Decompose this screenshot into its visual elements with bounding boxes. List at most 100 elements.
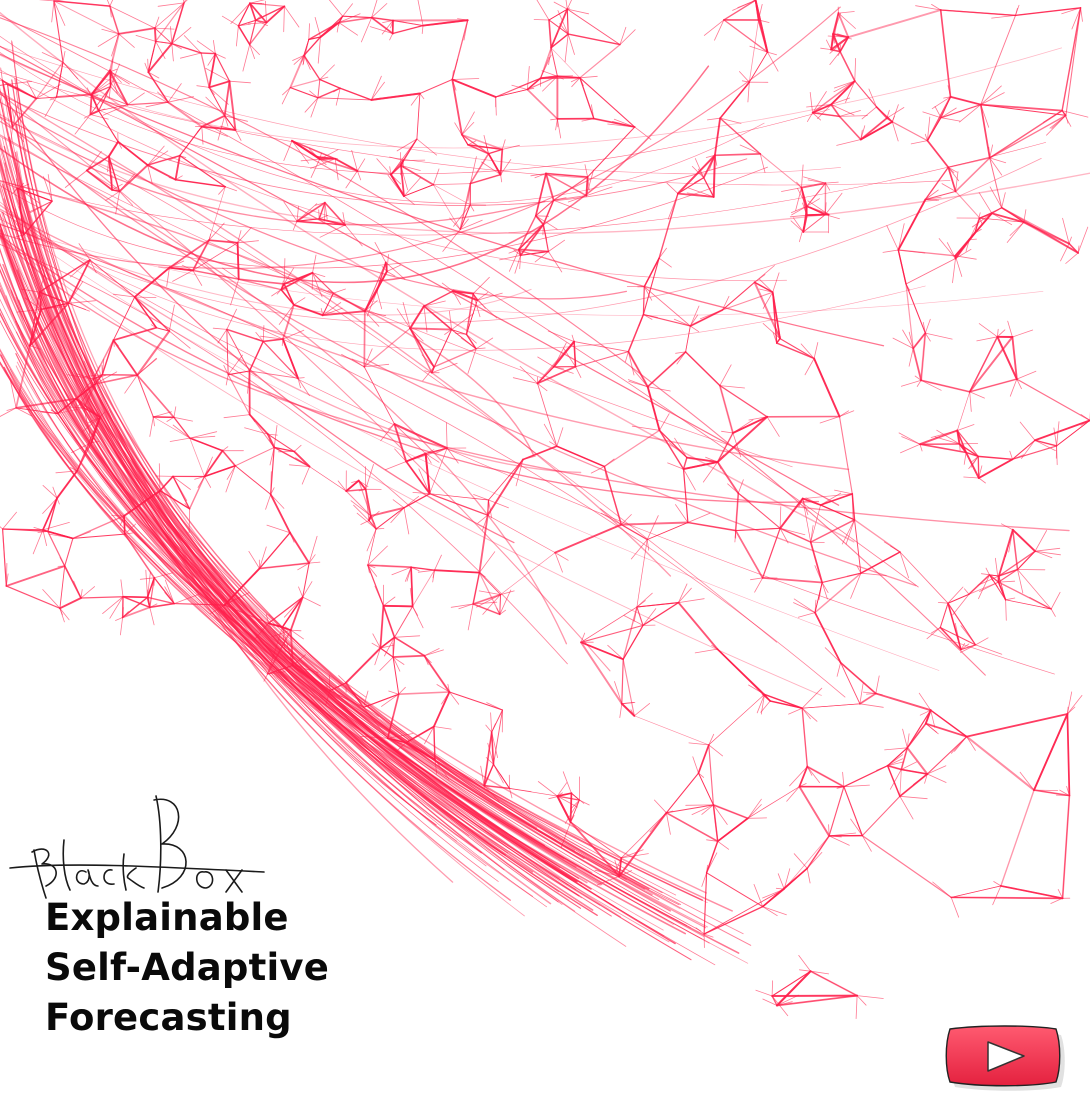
web-strand [147, 150, 169, 166]
web-strand [371, 3, 388, 19]
web-strand [363, 327, 411, 368]
web-strand [55, 93, 93, 99]
play-icon[interactable] [942, 1022, 1066, 1092]
web-strand [939, 627, 962, 651]
web-strand [366, 528, 377, 552]
web-strand [701, 804, 714, 815]
web-strand [382, 605, 395, 638]
web-strand [955, 248, 972, 259]
web-strand [154, 16, 160, 29]
web-strand [925, 199, 940, 201]
web-strand [425, 453, 440, 463]
web-strand [536, 365, 577, 385]
web-strand [850, 572, 862, 599]
web-strand [289, 87, 319, 99]
web-strand [978, 574, 990, 600]
web-strand [793, 602, 816, 613]
web-strand [465, 292, 474, 336]
web-strand [381, 20, 394, 35]
web-strand [620, 702, 636, 717]
web-strand [977, 455, 1014, 461]
web-strand [397, 691, 451, 695]
web-strand [989, 186, 1003, 209]
web-strand [706, 840, 719, 874]
web-strand [461, 134, 469, 146]
web-strand [691, 804, 714, 815]
web-strand [861, 106, 877, 120]
web-strand [845, 519, 855, 545]
web-strand [998, 568, 1019, 577]
web-strand [965, 452, 979, 457]
web-strand [312, 272, 326, 278]
web-strand [254, 5, 286, 21]
web-strand [1012, 529, 1036, 552]
web-strand [258, 532, 291, 570]
web-strand [829, 51, 841, 65]
web-strand [840, 662, 877, 695]
web-strand [804, 358, 815, 376]
web-strand [566, 8, 621, 46]
web-strand [166, 416, 175, 422]
web-strand [537, 356, 555, 368]
web-strand [409, 327, 433, 374]
web-strand [806, 852, 823, 869]
web-strand [522, 445, 558, 461]
web-strand [749, 45, 768, 53]
web-strand [533, 19, 550, 21]
web-strand [309, 90, 319, 99]
web-strand [806, 104, 832, 108]
web-strand [965, 735, 1035, 792]
web-strand [687, 522, 737, 531]
web-strand [807, 179, 826, 184]
web-strand [862, 691, 877, 694]
web-strand [478, 551, 496, 573]
web-strand [400, 164, 405, 197]
web-strand [55, 470, 78, 474]
web-strand [1065, 7, 1082, 116]
web-strand [486, 702, 503, 711]
web-strand [802, 214, 826, 233]
web-strand [12, 255, 681, 910]
web-strand [550, 33, 569, 49]
web-strand [488, 459, 524, 501]
web-strand [856, 821, 863, 836]
web-strand [989, 574, 998, 588]
web-strand [834, 489, 853, 495]
web-strand [370, 515, 376, 525]
web-strand [754, 274, 766, 283]
web-strand [226, 308, 238, 330]
web-strand [777, 873, 785, 890]
web-strand [557, 118, 562, 139]
web-strand [0, 142, 1047, 236]
web-strand [0, 235, 1070, 532]
web-strand [769, 700, 803, 709]
web-strand [636, 602, 680, 608]
web-strand [952, 593, 970, 616]
web-strand [833, 80, 856, 93]
web-strand [783, 868, 791, 890]
web-strand [887, 758, 903, 767]
web-strand [269, 446, 275, 466]
web-strand [557, 75, 564, 80]
web-strand [225, 465, 236, 493]
web-strand [511, 84, 528, 90]
web-strand [1033, 713, 1069, 791]
web-strand [393, 423, 448, 449]
web-strand [711, 644, 718, 650]
web-strand [619, 703, 623, 718]
web-strand [292, 220, 298, 231]
web-strand [189, 437, 205, 477]
web-strand [226, 328, 264, 343]
web-strand [432, 183, 471, 186]
web-strand [839, 50, 856, 82]
web-strand [396, 138, 418, 152]
web-strand [1029, 596, 1052, 610]
web-strand [977, 575, 1000, 586]
web-strand [292, 55, 305, 61]
web-strand [304, 97, 319, 113]
web-strand [423, 648, 440, 657]
web-strand [545, 173, 554, 201]
web-strand [124, 374, 138, 394]
web-strand [472, 276, 490, 295]
web-strand [753, 884, 764, 907]
